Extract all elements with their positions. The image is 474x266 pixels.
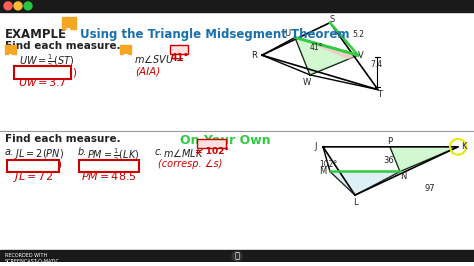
Text: RECORDED WITH
SCREENCAST-O-MATIC: RECORDED WITH SCREENCAST-O-MATIC — [5, 253, 60, 264]
Bar — [0, 250, 474, 262]
Text: On Your Own: On Your Own — [180, 134, 271, 147]
Text: T: T — [377, 90, 383, 99]
Text: $PM = 48.5$: $PM = 48.5$ — [81, 170, 137, 182]
FancyBboxPatch shape — [79, 160, 139, 172]
Bar — [5, 45, 16, 54]
Text: 102°: 102° — [319, 160, 337, 169]
Text: V: V — [358, 51, 364, 60]
FancyBboxPatch shape — [7, 160, 59, 172]
Text: m$\angle$MLK: m$\angle$MLK — [163, 147, 204, 159]
Text: M: M — [319, 167, 327, 176]
Text: c.: c. — [155, 147, 164, 157]
Text: L: L — [353, 198, 357, 206]
Text: $uw = \frac{1}{2}(7.4)$: $uw = \frac{1}{2}(7.4)$ — [18, 64, 77, 82]
Text: N: N — [400, 172, 406, 181]
FancyBboxPatch shape — [171, 45, 189, 54]
Text: m$\angle$SVU =: m$\angle$SVU = — [134, 53, 184, 65]
Bar — [0, 0, 474, 12]
Text: a.: a. — [5, 147, 14, 157]
Polygon shape — [390, 147, 458, 172]
Text: R: R — [251, 51, 257, 60]
Text: W: W — [303, 78, 311, 87]
Bar — [62, 17, 76, 28]
Text: $UW = \frac{1}{2}(ST)$: $UW = \frac{1}{2}(ST)$ — [19, 53, 74, 72]
Text: 41°: 41° — [310, 43, 323, 52]
Text: $JL = 2(36)$: $JL = 2(36)$ — [10, 158, 62, 172]
Text: U: U — [284, 29, 290, 38]
Text: 41°: 41° — [170, 53, 189, 63]
Circle shape — [4, 2, 12, 10]
Text: 36: 36 — [383, 156, 394, 165]
Circle shape — [24, 2, 32, 10]
FancyBboxPatch shape — [14, 66, 71, 79]
Text: EXAMPLE: EXAMPLE — [5, 28, 67, 41]
Text: B: B — [122, 54, 129, 63]
Text: $PM = \frac{1}{2}(LK)$: $PM = \frac{1}{2}(LK)$ — [87, 147, 139, 165]
Text: A: A — [7, 54, 14, 63]
Text: (AIA): (AIA) — [135, 66, 160, 76]
Text: = 102°: = 102° — [195, 147, 229, 156]
Text: 5.2: 5.2 — [352, 30, 364, 39]
Text: 1: 1 — [65, 28, 73, 38]
Text: b.: b. — [78, 147, 87, 157]
Polygon shape — [295, 38, 358, 75]
Text: $PM = \frac{1}{2}(97)$: $PM = \frac{1}{2}(97)$ — [83, 158, 139, 176]
Circle shape — [232, 251, 242, 261]
Polygon shape — [330, 172, 400, 195]
Text: 7.4: 7.4 — [370, 60, 382, 69]
Text: Find each measure.: Find each measure. — [5, 134, 120, 144]
Polygon shape — [295, 38, 358, 60]
Text: $Uw = 3.7$: $Uw = 3.7$ — [18, 76, 66, 88]
Text: $JL = 72$: $JL = 72$ — [13, 170, 53, 184]
Text: 97: 97 — [425, 184, 436, 193]
Bar — [120, 45, 131, 54]
Text: S: S — [329, 15, 335, 24]
FancyBboxPatch shape — [198, 139, 227, 148]
Text: (corresp. ∠s): (corresp. ∠s) — [158, 159, 222, 169]
Text: Find each measure.: Find each measure. — [5, 41, 120, 51]
Text: $JL = 2(PN)$: $JL = 2(PN)$ — [14, 147, 64, 161]
Text: P: P — [387, 138, 392, 146]
Text: ⏸: ⏸ — [235, 252, 239, 261]
Text: K: K — [461, 142, 467, 151]
Circle shape — [14, 2, 22, 10]
Text: J: J — [315, 142, 317, 151]
Text: Using the Triangle Midsegment Theorem: Using the Triangle Midsegment Theorem — [80, 28, 349, 41]
